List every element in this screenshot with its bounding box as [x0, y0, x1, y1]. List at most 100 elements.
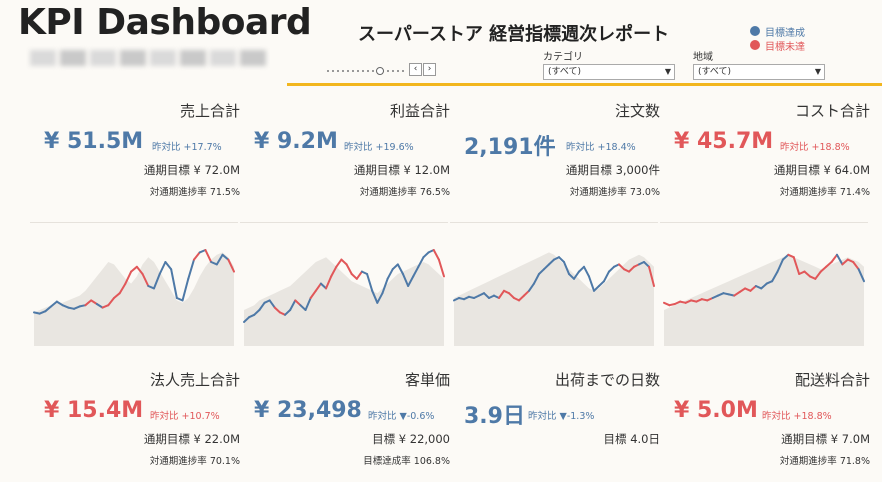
kpi-rate: 対通期進捗率 70.1%: [149, 456, 240, 467]
sparkline-segment: [437, 258, 445, 278]
sparkline-segment: [55, 300, 64, 307]
sparkline-segment: [548, 258, 555, 266]
sparkline-segment: [396, 263, 404, 275]
legend-item-achieved[interactable]: 目標達成: [750, 24, 805, 39]
sparkline-prior-year-area: [34, 252, 234, 346]
sparkline-prior-year-area: [244, 257, 444, 346]
slider-handle[interactable]: [376, 67, 384, 75]
sparkline-segment: [608, 265, 615, 273]
sparkline-segment: [44, 305, 53, 313]
kpi-value: ¥ 5.0M: [674, 398, 758, 423]
kpi-card[interactable]: 客単価 ¥ 23,498 昨対比 ▼-0.6% 目標 ¥ 22,000 目標達成率 10…: [240, 369, 450, 467]
kpi-card[interactable]: コスト合計 ¥ 45.7M 昨対比 +18.8% 通期目標 ¥ 64.0M 対通期進捗率…: [660, 100, 870, 198]
kpi-card[interactable]: 法人売上合計 ¥ 15.4M 昨対比 +10.7% 通期目標 ¥ 22.0M 対通期進捗…: [30, 369, 240, 467]
sparkline-segment: [221, 253, 230, 261]
sparkline-segment: [841, 258, 849, 266]
sparkline-segment: [760, 282, 768, 290]
kpi-target: 通期目標 ¥ 72.0M: [143, 163, 240, 177]
sparkline-segment: [593, 285, 600, 292]
kpi-value: ¥ 45.7M: [674, 129, 774, 154]
sparkline-segment: [294, 299, 302, 307]
kpi-title: 出荷までの日数: [554, 371, 660, 389]
sparkline-segment: [158, 261, 167, 275]
sparkline-segment: [583, 265, 590, 278]
kpi-yoy: 昨対比 +18.4%: [566, 142, 636, 153]
kpi-title: 客単価: [404, 371, 450, 389]
sparkline-segment: [193, 251, 201, 261]
kpi-value: ¥ 51.5M: [44, 129, 144, 154]
sparkline-segment: [371, 289, 379, 304]
kpi-rate: 対通期進捗率 73.0%: [569, 187, 660, 198]
sparkline-segment: [268, 299, 276, 309]
kpi-target: 通期目標 ¥ 22.0M: [143, 432, 240, 446]
sparkline-segment: [401, 273, 410, 287]
sparkline-segment: [792, 256, 801, 275]
category-filter-label: カテゴリ: [543, 52, 583, 63]
kpi-card[interactable]: 注文数 2,191件 昨対比 +18.4% 通期目標 3,000件 対通期進捗率 73.…: [450, 100, 660, 198]
sparkline-segment: [498, 289, 505, 299]
legend-label-not-achieved: 目標未達: [765, 41, 805, 53]
sparkline-segment: [538, 268, 545, 275]
sparkline-segment: [508, 292, 515, 299]
sparkline-segment: [210, 261, 218, 266]
sparkline-segment: [243, 316, 251, 323]
sparkline-segment: [628, 265, 635, 273]
sparkline-segment: [204, 249, 213, 263]
sparkline-segment: [857, 268, 865, 283]
sparkline-segment: [407, 275, 415, 287]
kpi-title: 注文数: [614, 102, 660, 120]
sparkline-segment: [835, 253, 844, 266]
sparkline-segment: [771, 270, 779, 283]
sparkline-segment: [175, 297, 184, 302]
sparkline-chart[interactable]: [240, 222, 448, 350]
header-accent-line: [287, 83, 882, 86]
sparkline-segment: [563, 261, 570, 275]
sparkline-chart[interactable]: [30, 222, 238, 350]
kpi-card[interactable]: 出荷までの日数 3.9日 昨対比 ▼-1.3% 目標 4.0日: [450, 369, 660, 459]
sparkline-segment: [648, 265, 655, 287]
sparkline-segment: [124, 270, 133, 285]
sparkline-segment: [578, 265, 585, 273]
sparkline-segment: [147, 285, 155, 290]
sparkline-segment: [733, 291, 741, 297]
sparkline-segment: [381, 277, 389, 295]
date-slider[interactable]: [327, 67, 407, 75]
kpi-yoy: 昨対比 +18.8%: [762, 411, 832, 422]
kpi-rate: 対通期進捗率 71.8%: [779, 456, 870, 467]
kpi-card[interactable]: 配送料合計 ¥ 5.0M 昨対比 +18.8% 通期目標 ¥ 7.0M 対通期進捗率 7…: [660, 369, 870, 467]
sparkline-segment: [345, 263, 353, 275]
region-filter-select[interactable]: (すべて) ▼: [693, 64, 825, 80]
sparkline-chart[interactable]: [450, 222, 658, 350]
sparkline-segment: [819, 265, 828, 273]
sparkline-segment: [518, 294, 525, 302]
sparkline-segment: [187, 258, 195, 280]
next-button[interactable]: ›: [423, 63, 436, 76]
slider-track: [327, 70, 407, 72]
sparkline-segment: [781, 253, 790, 261]
kpi-target: 通期目標 ¥ 7.0M: [781, 432, 870, 446]
legend-item-not-achieved[interactable]: 目標未達: [750, 38, 805, 53]
kpi-value: ¥ 23,498: [254, 398, 362, 423]
kpi-title: 配送料合計: [794, 371, 870, 389]
sparkline-segment: [118, 282, 127, 295]
kpi-card[interactable]: 売上合計 ¥ 51.5M 昨対比 +17.7% 通期目標 ¥ 72.0M 対通期進捗率 …: [30, 100, 240, 198]
category-filter-select[interactable]: (すべて) ▼: [543, 64, 675, 80]
kpi-card[interactable]: 利益合計 ¥ 9.2M 昨対比 +19.6% 通期目標 ¥ 12.0M 対通期進捗率 7…: [240, 100, 450, 198]
sparkline-top-rule: [450, 222, 658, 223]
kpi-rate: 対通期進捗率 76.5%: [359, 187, 450, 198]
sparkline-segment: [598, 280, 605, 287]
sparkline-segment: [483, 292, 490, 299]
sparkline-chart[interactable]: [660, 222, 868, 350]
sparkline-segment: [603, 270, 610, 283]
legend-dot-achieved: [750, 26, 760, 36]
category-filter-value: (すべて): [548, 67, 582, 77]
kpi-target: 通期目標 ¥ 12.0M: [353, 163, 450, 177]
sparkline-segment: [528, 282, 535, 292]
sparkline-segment: [130, 265, 138, 273]
kpi-yoy: 昨対比 +17.7%: [152, 142, 222, 153]
sparkline-segment: [325, 275, 333, 290]
sparkline-segment: [304, 297, 312, 311]
sparkline-segment: [273, 306, 281, 314]
kpi-rate: 目標達成率 106.8%: [363, 456, 450, 467]
prev-button[interactable]: ‹: [409, 63, 422, 76]
